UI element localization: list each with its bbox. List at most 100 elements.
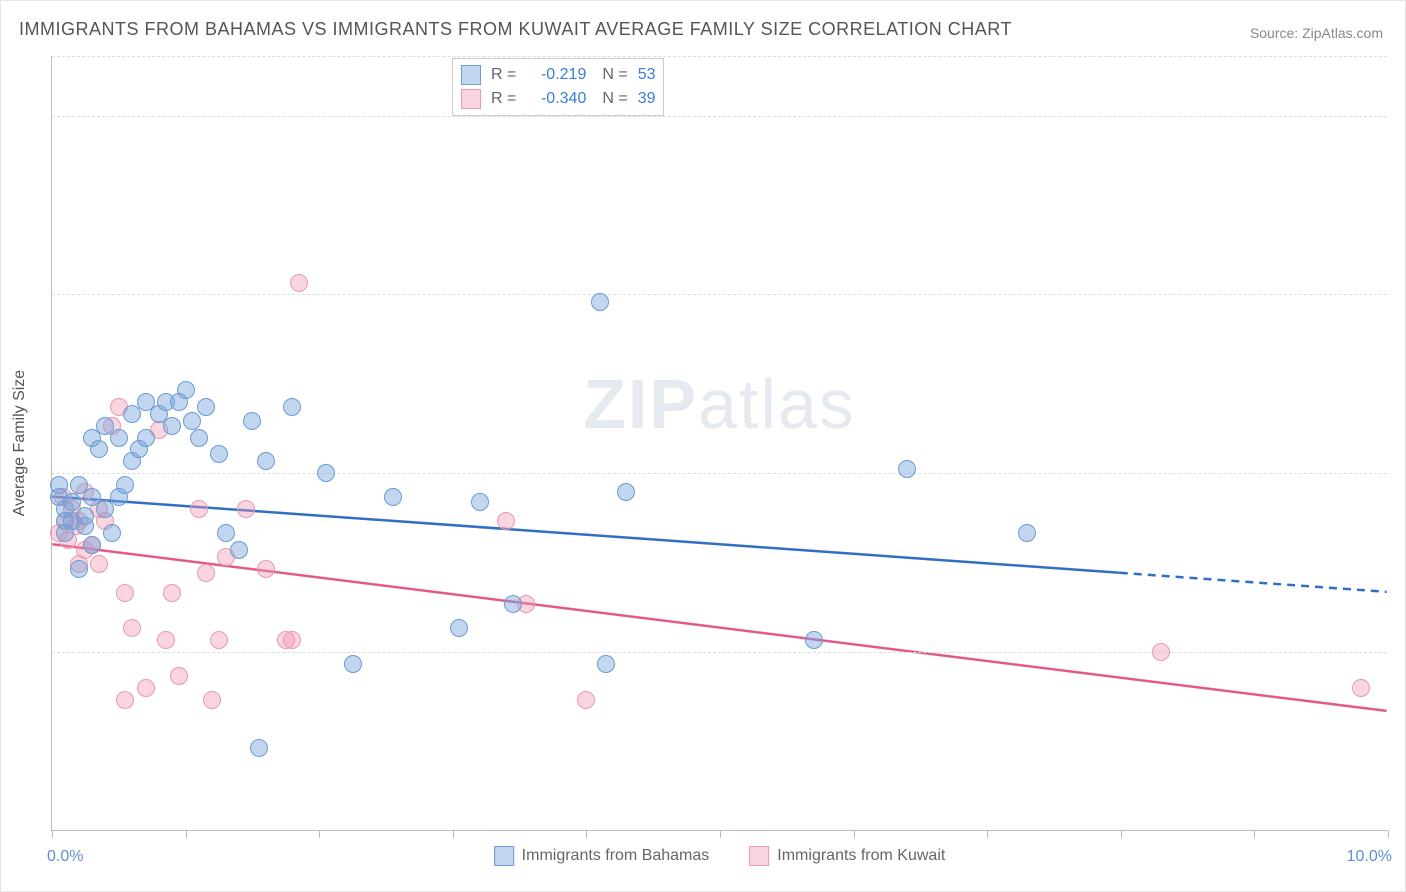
r-value: -0.340 xyxy=(526,90,586,108)
series-b-point xyxy=(116,584,134,602)
series-b-point xyxy=(497,512,515,530)
x-tick xyxy=(854,830,855,838)
series-a-point xyxy=(110,429,128,447)
bottom-legend-item: Immigrants from Bahamas xyxy=(494,846,710,866)
source-label: Source: ZipAtlas.com xyxy=(1250,25,1383,41)
series-b-point xyxy=(257,560,275,578)
series-a-point xyxy=(163,417,181,435)
x-tick xyxy=(720,830,721,838)
series-a-point xyxy=(90,440,108,458)
r-label: R = xyxy=(491,90,516,108)
series-a-point xyxy=(898,460,916,478)
series-a-point xyxy=(384,488,402,506)
series-a-point xyxy=(50,476,68,494)
series-a-point xyxy=(344,655,362,673)
series-a-point xyxy=(243,412,261,430)
watermark-light: atlas xyxy=(698,365,856,443)
chart-title: IMMIGRANTS FROM BAHAMAS VS IMMIGRANTS FR… xyxy=(19,19,1012,40)
legend-swatch xyxy=(461,89,481,109)
series-b-point xyxy=(203,691,221,709)
series-a-point xyxy=(116,476,134,494)
plot-area: ZIPatlas Average Family Size R = -0.219 … xyxy=(51,56,1387,831)
n-value: 53 xyxy=(638,66,656,84)
gridline xyxy=(52,116,1387,117)
series-a-point xyxy=(183,412,201,430)
y-tick-label: 2.75 xyxy=(1397,643,1406,661)
x-tick xyxy=(319,830,320,838)
series-a-point xyxy=(217,524,235,542)
x-tick xyxy=(987,830,988,838)
series-a-point xyxy=(597,655,615,673)
series-b-point xyxy=(577,691,595,709)
series-a-point xyxy=(317,464,335,482)
series-b-point xyxy=(90,555,108,573)
series-a-point xyxy=(450,619,468,637)
series-b-point xyxy=(157,631,175,649)
series-a-point xyxy=(197,398,215,416)
x-tick xyxy=(586,830,587,838)
watermark-bold: ZIP xyxy=(583,365,698,443)
x-tick xyxy=(1388,830,1389,838)
gridline xyxy=(52,294,1387,295)
r-label: R = xyxy=(491,66,516,84)
series-b-point xyxy=(290,274,308,292)
series-b-point xyxy=(283,631,301,649)
series-a-point xyxy=(76,507,94,525)
series-b-point xyxy=(137,679,155,697)
series-a-point xyxy=(591,293,609,311)
series-a-point xyxy=(1018,524,1036,542)
series-a-point xyxy=(210,445,228,463)
series-a-point xyxy=(70,560,88,578)
n-label: N = xyxy=(602,90,627,108)
x-axis-label-left: 0.0% xyxy=(47,848,83,866)
n-value: 39 xyxy=(638,90,656,108)
bottom-legend: Immigrants from Bahamas Immigrants from K… xyxy=(494,846,946,866)
series-b-point xyxy=(190,500,208,518)
y-tick-label: 4.25 xyxy=(1397,285,1406,303)
series-a-point xyxy=(283,398,301,416)
series-b-point xyxy=(237,500,255,518)
gridline xyxy=(52,473,1387,474)
bottom-legend-item: Immigrants from Kuwait xyxy=(749,846,945,866)
series-b-point xyxy=(163,584,181,602)
series-b-point xyxy=(123,619,141,637)
x-tick xyxy=(1254,830,1255,838)
series-b-point xyxy=(197,564,215,582)
series-b-point xyxy=(1152,643,1170,661)
watermark: ZIPatlas xyxy=(583,364,856,444)
series-a-point xyxy=(250,739,268,757)
trendlines-svg xyxy=(52,56,1387,830)
series-a-point xyxy=(805,631,823,649)
r-value: -0.219 xyxy=(526,66,586,84)
x-axis-label-right: 10.0% xyxy=(1347,848,1392,866)
gridline xyxy=(52,56,1387,57)
legend-label: Immigrants from Bahamas xyxy=(522,847,710,865)
series-b-point xyxy=(170,667,188,685)
x-tick xyxy=(453,830,454,838)
y-tick-label: 3.50 xyxy=(1397,464,1406,482)
legend-swatch xyxy=(749,846,769,866)
stat-legend-row: R = -0.340 N = 39 xyxy=(461,87,655,111)
y-tick-label: 5.00 xyxy=(1397,107,1406,125)
series-a-point xyxy=(230,541,248,559)
stat-legend-row: R = -0.219 N = 53 xyxy=(461,63,655,87)
series-b-point xyxy=(116,691,134,709)
series-a-point xyxy=(137,429,155,447)
series-b-point xyxy=(210,631,228,649)
series-a-point xyxy=(190,429,208,447)
series-a-point xyxy=(103,524,121,542)
series-b-point xyxy=(1352,679,1370,697)
series-a-point xyxy=(63,493,81,511)
x-tick xyxy=(52,830,53,838)
n-label: N = xyxy=(602,66,627,84)
series-a-point xyxy=(617,483,635,501)
y-axis-title: Average Family Size xyxy=(11,370,29,516)
series-a-point xyxy=(471,493,489,511)
gridline xyxy=(52,652,1387,653)
legend-swatch xyxy=(461,65,481,85)
series-a-point xyxy=(177,381,195,399)
legend-label: Immigrants from Kuwait xyxy=(777,847,945,865)
series-a-point xyxy=(257,452,275,470)
chart-container: IMMIGRANTS FROM BAHAMAS VS IMMIGRANTS FR… xyxy=(0,0,1406,892)
series-a-point xyxy=(504,595,522,613)
